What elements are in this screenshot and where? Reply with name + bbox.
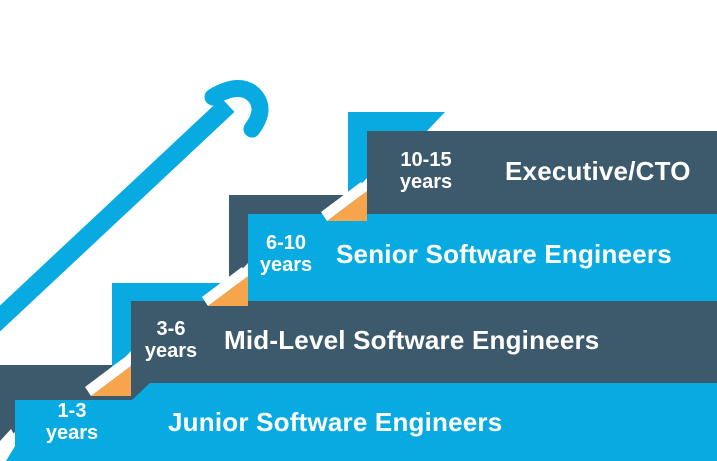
years-unit: years: [259, 254, 313, 276]
step-midlevel-years-label: 3-6 years: [116, 318, 226, 362]
years-unit: years: [399, 171, 453, 193]
step-executive-white-gap: [321, 182, 367, 221]
step-midlevel-orange-triangle: [91, 366, 131, 396]
step-junior-title: Junior Software Engineers: [168, 407, 503, 437]
step-midlevel-bar-shape: [131, 301, 717, 380]
step-midlevel-white-gap: [85, 357, 131, 396]
step-senior-years-label: 6-10 years: [231, 232, 341, 276]
years-range: 10-15: [400, 149, 452, 171]
step-junior-riser-strip: [0, 365, 15, 448]
step-midlevel-riser-strip: [112, 283, 131, 371]
step-executive-bar-shape: [367, 131, 717, 211]
step-executive-title: Executive/CTO: [505, 156, 691, 186]
step-senior-orange-triangle: [208, 276, 248, 306]
step-junior-years-label: 1-3 years: [17, 400, 127, 444]
years-range: 3-6: [156, 318, 186, 340]
step-senior-white-gap: [202, 267, 248, 306]
step-executive-years-label: 10-15 years: [371, 149, 481, 193]
step-midlevel-title: Mid-Level Software Engineers: [224, 325, 600, 355]
step-executive-riser-strip: [348, 112, 367, 198]
years-range: 6-10: [265, 232, 307, 254]
step-senior-riser-strip: [229, 195, 248, 283]
step-junior-white-gap: [0, 429, 15, 452]
step-senior-title: Senior Software Engineers: [336, 239, 672, 269]
step-executive-orange-triangle: [327, 191, 367, 221]
growth-arrow-icon: [0, 80, 269, 332]
arrow-shaft: [0, 98, 235, 332]
step-executive-back-band: [348, 112, 445, 131]
years-unit: years: [144, 340, 198, 362]
step-junior-bar-shape: [6, 383, 717, 461]
years-range: 1-3: [57, 400, 87, 422]
step-executive-shapes: [321, 112, 717, 221]
step-senior-bar-shape: [248, 214, 717, 295]
arrow-head: [204, 80, 269, 138]
years-unit: years: [45, 422, 99, 444]
